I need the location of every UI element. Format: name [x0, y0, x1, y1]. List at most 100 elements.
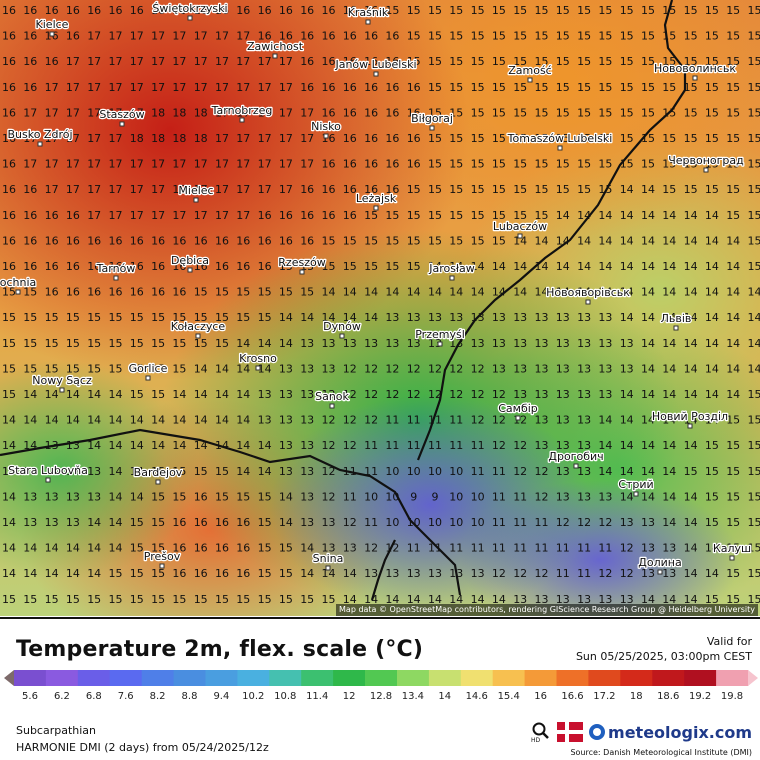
grid-value: 16	[279, 234, 293, 247]
grid-value: 15	[2, 286, 16, 299]
grid-value: 14	[236, 414, 250, 427]
city-marker	[187, 15, 193, 21]
grid-value: 13	[279, 465, 293, 478]
grid-value: 15	[662, 55, 676, 68]
grid-value: 15	[705, 183, 719, 196]
grid-value: 15	[215, 337, 229, 350]
grid-value: 15	[577, 106, 591, 119]
grid-value: 17	[279, 183, 293, 196]
legend-swatch	[237, 670, 270, 686]
grid-value: 17	[215, 183, 229, 196]
grid-value: 17	[172, 209, 186, 222]
grid-value: 14	[66, 542, 80, 555]
grid-value: 15	[66, 593, 80, 606]
grid-value: 14	[662, 311, 676, 324]
grid-value: 17	[66, 81, 80, 94]
grid-value: 15	[620, 106, 634, 119]
grid-value: 15	[684, 55, 698, 68]
grid-value: 16	[23, 260, 37, 273]
grid-value: 17	[109, 106, 123, 119]
grid-value: 14	[45, 414, 59, 427]
grid-value: 17	[109, 209, 123, 222]
city-label: Zamość	[508, 64, 552, 77]
legend-swatch	[652, 670, 685, 686]
grid-value: 10	[385, 516, 399, 529]
grid-value: 12	[343, 414, 357, 427]
grid-value: 13	[556, 337, 570, 350]
grid-value: 15	[684, 4, 698, 17]
city-marker	[573, 463, 579, 469]
grid-value: 12	[535, 490, 549, 503]
grid-value: 15	[684, 81, 698, 94]
grid-value: 17	[300, 158, 314, 171]
grid-value: 13	[87, 490, 101, 503]
grid-value: 13	[641, 567, 655, 580]
grid-value: 17	[172, 158, 186, 171]
grid-value: 16	[109, 4, 123, 17]
grid-value: 16	[364, 55, 378, 68]
legend-tick-label: 10.8	[274, 691, 296, 702]
grid-value: 13	[385, 311, 399, 324]
grid-value: 15	[109, 311, 123, 324]
grid-value: 17	[151, 55, 165, 68]
grid-value: 12	[471, 388, 485, 401]
grid-value: 15	[428, 209, 442, 222]
grid-value: 17	[300, 106, 314, 119]
grid-value: 15	[535, 183, 549, 196]
grid-value: 14	[641, 234, 655, 247]
city-label: Kraśnik	[348, 6, 389, 19]
grid-value: 15	[705, 490, 719, 503]
grid-value: 17	[130, 55, 144, 68]
grid-value: 14	[641, 593, 655, 606]
grid-value: 15	[471, 30, 485, 43]
grid-value: 14	[748, 337, 760, 350]
grid-value: 14	[620, 311, 634, 324]
grid-value: 10	[471, 516, 485, 529]
grid-value: 15	[748, 183, 760, 196]
grid-value: 14	[620, 465, 634, 478]
map-view[interactable]: 16 16 16 16 16 16 16 16 16 16 16 16 16 16 16 16 16 16 15 15…	[0, 0, 760, 616]
grid-value: 17	[66, 158, 80, 171]
grid-value: 16	[385, 30, 399, 43]
grid-value: 17	[194, 30, 208, 43]
grid-value: 17	[215, 158, 229, 171]
grid-value: 15	[492, 183, 506, 196]
grid-value: 16	[87, 286, 101, 299]
grid-value: 14	[641, 465, 655, 478]
city-marker	[329, 403, 335, 409]
grid-value: 16	[172, 4, 186, 17]
grid-value: 15	[748, 209, 760, 222]
grid-value: 15	[87, 337, 101, 350]
grid-value: 15	[151, 542, 165, 555]
legend-tick-label: 15.4	[498, 691, 520, 702]
grid-value: 12	[343, 362, 357, 375]
legend-swatch	[620, 670, 653, 686]
valid-label: Valid for	[706, 635, 752, 648]
hd-zoom-icon[interactable]: HD	[531, 721, 551, 744]
grid-value: 16	[87, 260, 101, 273]
grid-value: 14	[471, 593, 485, 606]
grid-value: 16	[343, 132, 357, 145]
grid-value: 15	[620, 81, 634, 94]
grid-value: 14	[109, 516, 123, 529]
grid-value: 16	[151, 260, 165, 273]
grid-value: 15	[407, 260, 421, 273]
city-label: Львів	[661, 312, 692, 325]
city-marker	[429, 125, 435, 131]
legend-swatch	[716, 670, 749, 686]
grid-value: 13	[535, 593, 549, 606]
grid-value: 13	[598, 388, 612, 401]
grid-value: 15	[577, 158, 591, 171]
grid-value: 15	[449, 4, 463, 17]
grid-value: 15	[322, 260, 336, 273]
grid-value: 15	[385, 260, 399, 273]
grid-value: 17	[236, 158, 250, 171]
grid-value: 13	[598, 362, 612, 375]
grid-value: 15	[748, 158, 760, 171]
city-label: Нововолинськ	[654, 62, 736, 75]
grid-value: 15	[428, 183, 442, 196]
city-marker	[272, 53, 278, 59]
grid-value: 17	[130, 30, 144, 43]
city-label: Gorlice	[129, 362, 168, 375]
meteologix-logo[interactable]: meteologix.com	[589, 723, 752, 742]
